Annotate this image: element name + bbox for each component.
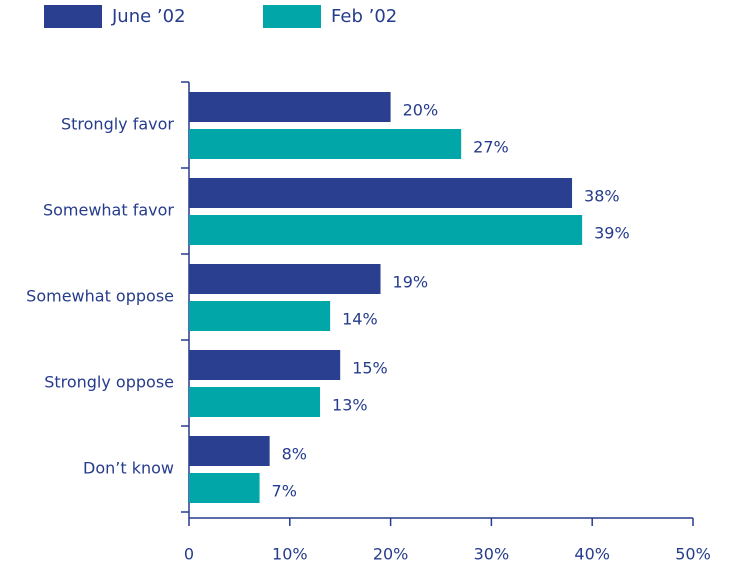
y-tick-label: Somewhat oppose [26,287,174,306]
x-tick-label: 0 [184,545,194,564]
y-tick-label: Don’t know [83,459,174,478]
bar [189,473,260,503]
bar [189,215,583,245]
x-tick-label: 50% [675,545,711,564]
data-label: 7% [272,482,297,501]
y-tick-label: Strongly favor [61,115,174,134]
legend-label: June ’02 [111,6,186,27]
bar [189,436,270,466]
data-label: 19% [393,273,429,292]
data-label: 39% [594,224,630,243]
y-tick-label: Strongly oppose [44,373,174,392]
bar [189,92,391,122]
data-label: 8% [282,445,307,464]
x-tick-label: 40% [574,545,610,564]
x-tick-label: 30% [474,545,510,564]
y-tick-label: Somewhat favor [43,201,174,220]
bar [189,129,462,159]
legend-swatch [44,5,102,28]
data-label: 20% [403,101,439,120]
legend-label: Feb ’02 [331,6,397,27]
data-label: 27% [473,138,509,157]
legend-swatch [263,5,321,28]
bar [189,178,573,208]
data-label: 13% [332,396,368,415]
bar [189,387,321,417]
bar [189,301,331,331]
bar [189,350,341,380]
x-tick-label: 20% [373,545,409,564]
data-label: 38% [584,187,620,206]
x-tick-label: 10% [272,545,308,564]
bar [189,264,381,294]
data-label: 14% [342,310,378,329]
data-label: 15% [352,359,388,378]
